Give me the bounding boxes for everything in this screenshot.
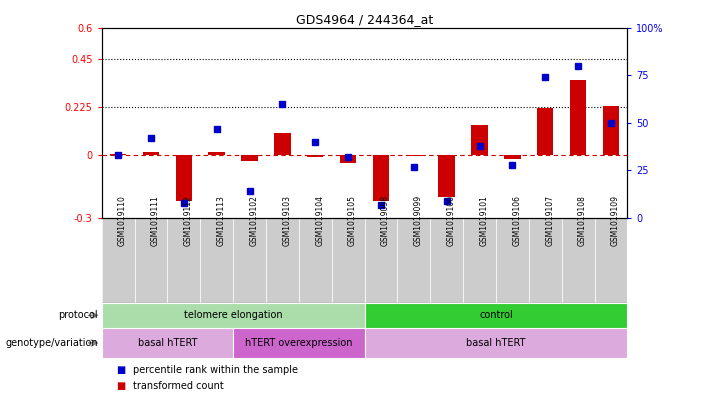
- Bar: [299, 218, 332, 303]
- Bar: [603, 106, 619, 154]
- Bar: [266, 218, 299, 303]
- Bar: [438, 154, 455, 197]
- Text: GSM1019101: GSM1019101: [479, 195, 489, 246]
- Bar: [233, 218, 266, 303]
- Bar: [307, 154, 323, 157]
- Text: GSM1019111: GSM1019111: [151, 195, 160, 246]
- Bar: [102, 218, 135, 303]
- Text: hTERT overexpression: hTERT overexpression: [245, 338, 353, 348]
- Bar: [496, 218, 529, 303]
- Bar: [365, 303, 627, 328]
- Bar: [365, 218, 397, 303]
- Text: basal hTERT: basal hTERT: [137, 338, 197, 348]
- Text: GSM1019109: GSM1019109: [611, 195, 620, 246]
- Bar: [200, 218, 233, 303]
- Bar: [102, 303, 365, 328]
- Bar: [471, 125, 488, 154]
- Text: telomere elongation: telomere elongation: [184, 310, 283, 320]
- Text: ■: ■: [116, 381, 125, 391]
- Bar: [340, 154, 356, 163]
- Bar: [135, 218, 168, 303]
- Bar: [529, 218, 562, 303]
- Text: protocol: protocol: [58, 310, 98, 320]
- Bar: [274, 133, 291, 154]
- Text: GSM1019105: GSM1019105: [348, 195, 357, 246]
- Bar: [537, 108, 554, 154]
- Bar: [241, 154, 258, 161]
- Bar: [143, 152, 159, 154]
- Bar: [406, 154, 422, 156]
- Text: GSM1019104: GSM1019104: [315, 195, 325, 246]
- Bar: [365, 328, 627, 358]
- Text: genotype/variation: genotype/variation: [6, 338, 98, 348]
- Bar: [562, 218, 594, 303]
- Text: control: control: [479, 310, 513, 320]
- Text: GSM1019102: GSM1019102: [250, 195, 259, 246]
- Bar: [102, 328, 233, 358]
- Text: GSM1019107: GSM1019107: [545, 195, 554, 246]
- Text: GSM1019098: GSM1019098: [381, 195, 390, 246]
- Text: basal hTERT: basal hTERT: [466, 338, 526, 348]
- Title: GDS4964 / 244364_at: GDS4964 / 244364_at: [296, 13, 433, 26]
- Text: GSM1019112: GSM1019112: [184, 195, 193, 246]
- Bar: [570, 81, 586, 154]
- Text: percentile rank within the sample: percentile rank within the sample: [133, 365, 298, 375]
- Text: GSM1019103: GSM1019103: [283, 195, 292, 246]
- Text: GSM1019108: GSM1019108: [578, 195, 587, 246]
- Bar: [504, 154, 521, 159]
- Bar: [175, 154, 192, 201]
- Text: GSM1019100: GSM1019100: [447, 195, 456, 246]
- Bar: [373, 154, 389, 201]
- Bar: [332, 218, 365, 303]
- Text: GSM1019099: GSM1019099: [414, 195, 423, 246]
- Text: GSM1019106: GSM1019106: [512, 195, 522, 246]
- Bar: [233, 328, 365, 358]
- Text: transformed count: transformed count: [133, 381, 224, 391]
- Text: GSM1019110: GSM1019110: [118, 195, 127, 246]
- Bar: [594, 218, 627, 303]
- Bar: [208, 152, 225, 154]
- Text: GSM1019113: GSM1019113: [217, 195, 226, 246]
- Text: ■: ■: [116, 365, 125, 375]
- Bar: [463, 218, 496, 303]
- Bar: [430, 218, 463, 303]
- Bar: [397, 218, 430, 303]
- Bar: [168, 218, 200, 303]
